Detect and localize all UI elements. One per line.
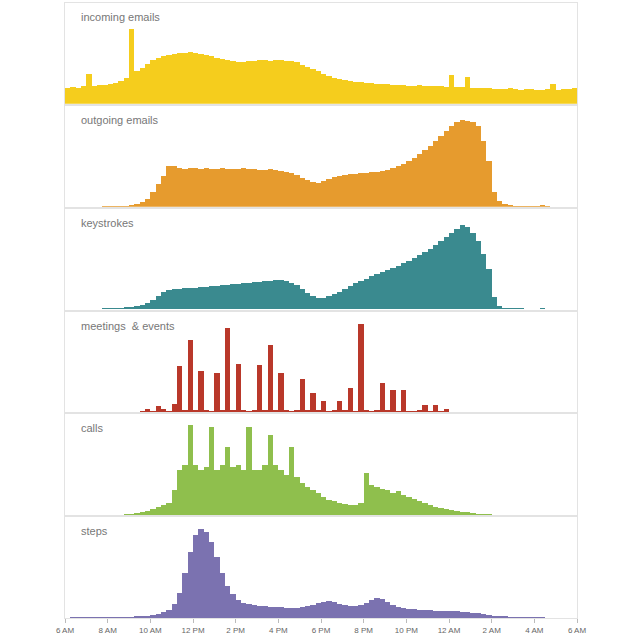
svg-text:outgoing emails: outgoing emails bbox=[81, 114, 159, 126]
svg-text:4 AM: 4 AM bbox=[525, 626, 544, 635]
svg-text:meetings & events: meetings & events bbox=[81, 320, 175, 332]
svg-text:keystrokes: keystrokes bbox=[81, 217, 134, 229]
svg-text:2 PM: 2 PM bbox=[226, 626, 245, 635]
svg-text:10 AM: 10 AM bbox=[139, 626, 162, 635]
svg-text:calls: calls bbox=[81, 422, 104, 434]
svg-text:4 PM: 4 PM bbox=[269, 626, 288, 635]
svg-text:6 AM: 6 AM bbox=[568, 626, 587, 635]
svg-text:6 PM: 6 PM bbox=[312, 626, 331, 635]
svg-text:incoming emails: incoming emails bbox=[81, 11, 160, 23]
svg-text:6 AM: 6 AM bbox=[56, 626, 75, 635]
svg-text:2 AM: 2 AM bbox=[483, 626, 502, 635]
svg-text:8 AM: 8 AM bbox=[99, 626, 118, 635]
svg-text:8 PM: 8 PM bbox=[354, 626, 373, 635]
svg-text:10 PM: 10 PM bbox=[395, 626, 418, 635]
svg-text:steps: steps bbox=[81, 525, 108, 537]
svg-text:12 PM: 12 PM bbox=[181, 626, 204, 635]
svg-text:12 AM: 12 AM bbox=[438, 626, 461, 635]
